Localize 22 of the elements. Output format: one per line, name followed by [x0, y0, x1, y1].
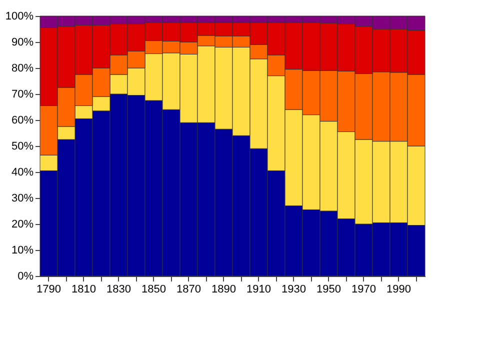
x-tick-label: 1830	[106, 284, 131, 296]
x-tick-label: 1910	[246, 284, 271, 296]
x-tick-label: 1790	[36, 284, 61, 296]
y-tick-label: 100%	[5, 10, 34, 22]
y-tick-label: 10%	[11, 244, 34, 256]
y-tick-label: 80%	[11, 62, 34, 74]
y-tick-label: 90%	[11, 36, 34, 48]
x-tick-label: 1850	[142, 284, 166, 296]
x-tick-label: 1810	[72, 284, 96, 296]
y-tick-label: 0%	[18, 270, 34, 282]
y-tick-label: 30%	[11, 192, 34, 204]
y-tick-label: 70%	[11, 88, 34, 100]
y-tick-label: 60%	[11, 114, 34, 126]
x-tick-label: 1930	[282, 284, 306, 296]
x-tick-label: 1990	[386, 284, 411, 296]
x-tick-label: 1950	[316, 284, 341, 296]
x-tick-label: 1870	[176, 284, 201, 296]
y-tick-label: 20%	[11, 218, 34, 230]
x-tick-label: 1970	[352, 284, 376, 296]
y-tick-label: 50%	[11, 140, 34, 152]
x-tick-label: 1890	[212, 284, 236, 296]
y-tick-label: 40%	[11, 166, 34, 178]
